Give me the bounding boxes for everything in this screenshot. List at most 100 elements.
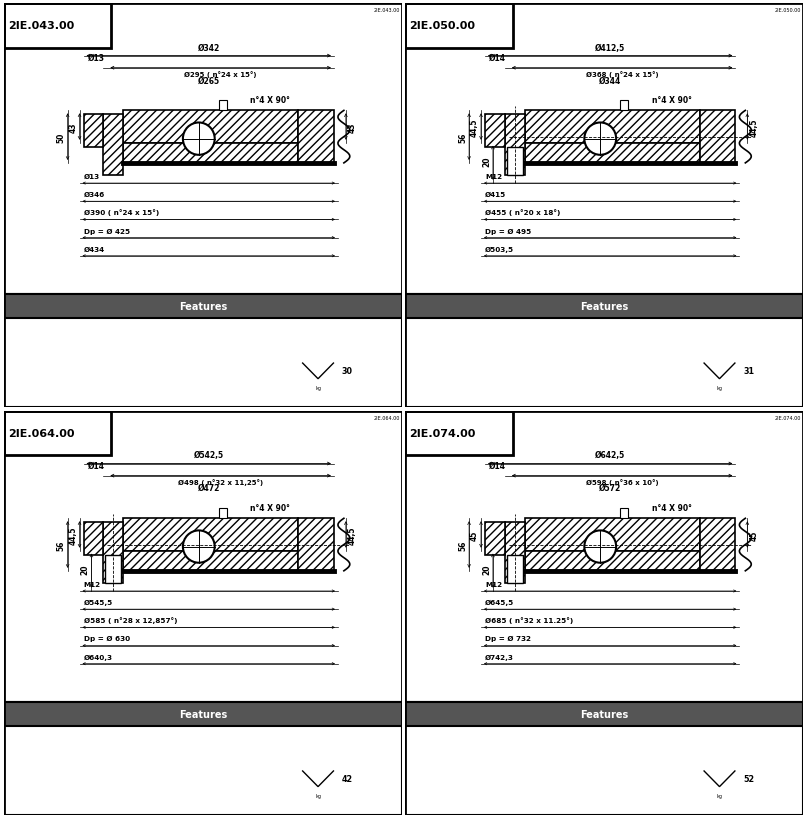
Text: Dp = Ø 732: Dp = Ø 732 [485,636,531,642]
Bar [620,102,628,111]
Text: Cr= 119 kN: Cr= 119 kN [115,330,166,339]
Text: Mr= 39 kN.m: Mr= 39 kN.m [115,351,174,360]
Text: Ø13: Ø13 [84,174,99,180]
Text: M12: M12 [485,581,502,587]
Text: Ca = 233 kN: Ca = 233 kN [409,778,465,787]
Bar [4,295,402,408]
Text: kg: kg [717,385,722,391]
Text: Ø642,5: Ø642,5 [595,451,625,460]
Text: Ca = 197 kN: Ca = 197 kN [409,371,465,380]
Bar [123,518,298,551]
Text: 44,5: 44,5 [470,118,479,137]
Text: Ø572: Ø572 [599,484,621,493]
Circle shape [183,124,215,156]
Text: 20: 20 [482,563,491,574]
Text: Ø640,3: Ø640,3 [84,654,112,660]
Text: Ø342: Ø342 [198,43,220,52]
Text: 2IE.074.00: 2IE.074.00 [775,415,801,420]
Text: n°4 X 90°: n°4 X 90° [652,96,692,105]
Text: Cor= 238 kN: Cor= 238 kN [409,351,466,360]
Text: 42: 42 [342,774,353,783]
Bar [485,115,505,147]
Text: Dp = Ø 425: Dp = Ø 425 [84,229,130,234]
Text: Ø455 ( n°20 x 18°): Ø455 ( n°20 x 18°) [485,209,560,216]
Text: kg: kg [315,793,321,798]
Bar [405,702,803,815]
Text: Ø742,3: Ø742,3 [485,654,514,660]
Text: m= 6: m= 6 [219,758,242,767]
Text: m= 5: m= 5 [620,351,643,360]
Text: n°4 X 90°: n°4 X 90° [250,96,291,105]
Text: 50: 50 [56,133,65,143]
Text: 2IE.043.00: 2IE.043.00 [373,8,399,13]
Text: Ø472: Ø472 [198,484,220,493]
Text: km= 0.85: km= 0.85 [700,758,742,767]
Text: Ø545,5: Ø545,5 [84,600,113,605]
Text: Ø598 ( n°36 x 10°): Ø598 ( n°36 x 10°) [586,478,659,485]
Text: Ca = 183 kN: Ca = 183 kN [8,371,63,380]
Text: Ø265: Ø265 [198,76,220,85]
Text: Features: Features [580,301,629,312]
Text: Z= 99: Z= 99 [620,330,646,339]
Text: Ø344: Ø344 [599,76,621,85]
Bar [219,509,227,518]
Text: n°4 X 90°: n°4 X 90° [250,504,291,513]
Text: Mr= 58 kN.m: Mr= 58 kN.m [516,351,575,360]
Text: Ø14: Ø14 [489,53,506,62]
Text: Ø390 ( n°24 x 15°): Ø390 ( n°24 x 15°) [84,209,159,216]
Bar [505,115,525,176]
Text: xm= 0: xm= 0 [298,738,327,747]
Bar [405,295,803,408]
Bar [123,111,298,143]
Text: km= 0.5: km= 0.5 [298,351,336,360]
Bar [298,111,334,164]
Text: Cor= 204 kN: Cor= 204 kN [8,351,65,360]
Text: Features: Features [580,709,629,719]
Text: m= 5: m= 5 [219,351,242,360]
Bar [507,147,523,176]
Text: Ø645,5: Ø645,5 [485,600,514,605]
Bar [525,111,700,143]
Text: km= 0.85: km= 0.85 [298,758,341,767]
Bar [123,551,298,571]
Text: Coa= 1035 kN: Coa= 1035 kN [409,738,473,747]
Text: 2IE.074.00: 2IE.074.00 [409,428,476,439]
Text: kg: kg [315,385,321,391]
Bar [103,115,123,176]
Text: Ø368 ( n°24 x 15°): Ø368 ( n°24 x 15°) [586,70,659,78]
Text: Features: Features [178,709,227,719]
Text: Ø14: Ø14 [87,461,104,470]
Bar [4,411,111,456]
Bar [525,143,700,164]
Text: Ø498 ( n°32 x 11,25°): Ø498 ( n°32 x 11,25°) [178,478,263,485]
Text: Dp = Ø 495: Dp = Ø 495 [485,229,531,234]
Text: 31: 31 [743,367,755,376]
Bar [525,518,700,551]
Text: n°4 X 90°: n°4 X 90° [652,504,692,513]
Text: M12: M12 [84,581,101,587]
Text: 44,5: 44,5 [69,526,77,544]
Text: Features: Features [178,301,227,312]
Bar [4,295,402,319]
Text: Ø14: Ø14 [489,461,506,470]
Bar [298,518,334,571]
Text: km= 0.85: km= 0.85 [700,351,742,360]
Text: M12: M12 [485,174,502,180]
Text: xm= 0: xm= 0 [298,330,327,339]
Text: Coa= 503 kN: Coa= 503 kN [8,330,65,339]
Circle shape [584,124,617,156]
Text: Cr= 142 kN: Cr= 142 kN [115,738,166,747]
Text: 43: 43 [348,122,357,133]
Bar [84,523,103,555]
Text: Ø503,5: Ø503,5 [485,247,514,252]
Text: Ø13: Ø13 [87,53,104,62]
Bar [507,555,523,583]
Text: Ø434: Ø434 [84,247,105,252]
Text: Cr= 128 kN: Cr= 128 kN [516,330,568,339]
Bar [4,702,402,726]
Bar [123,143,298,164]
Bar [700,111,735,164]
Text: Ø542,5: Ø542,5 [194,451,224,460]
Bar [525,551,700,571]
Text: Ca = 218 kN: Ca = 218 kN [8,778,63,787]
